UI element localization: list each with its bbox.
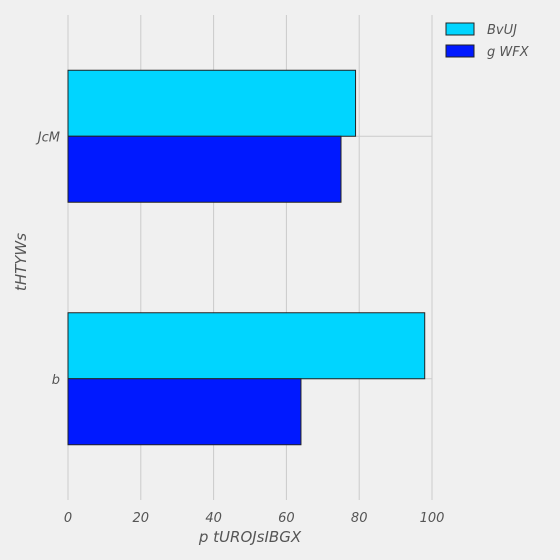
x-tick-label: 100 bbox=[420, 511, 445, 526]
legend-swatch bbox=[446, 45, 474, 57]
y-tick-label: JcM bbox=[35, 130, 60, 145]
bar-bvuj-b bbox=[68, 313, 425, 379]
x-tick-label: 80 bbox=[351, 511, 368, 526]
x-tick-label: 20 bbox=[133, 511, 150, 526]
y-axis-label: tHTYWs bbox=[12, 233, 30, 291]
bar-g-wfx-b bbox=[68, 379, 301, 445]
legend-swatch bbox=[446, 23, 474, 35]
x-tick-label: 40 bbox=[205, 511, 222, 526]
bar-bvuj-jcm bbox=[68, 70, 356, 136]
y-tick-label: b bbox=[52, 373, 60, 388]
x-axis-label: p tUROJsIBGX bbox=[198, 528, 302, 546]
legend-label: BvUJ bbox=[487, 23, 517, 38]
x-tick-label: 0 bbox=[64, 511, 72, 526]
bar-g-wfx-jcm bbox=[68, 136, 341, 202]
legend-label: g WFX bbox=[487, 45, 530, 60]
x-tick-label: 60 bbox=[278, 511, 295, 526]
